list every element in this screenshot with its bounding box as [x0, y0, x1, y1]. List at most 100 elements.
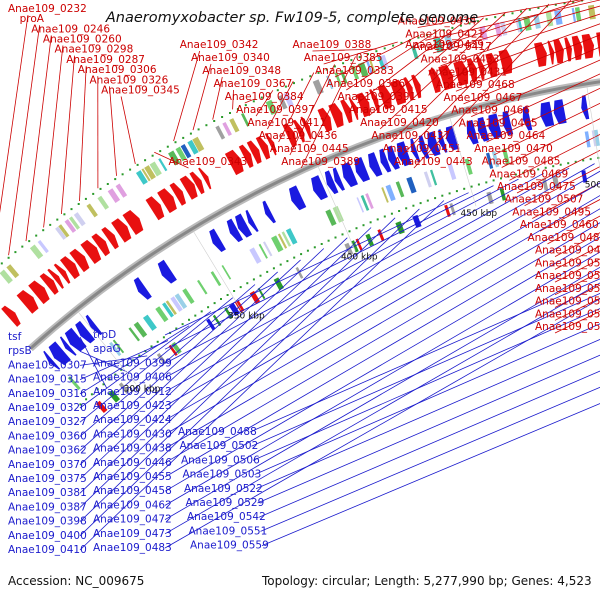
- forward-gene-label[interactable]: Anae109_0436: [259, 130, 338, 142]
- forward-gene-label[interactable]: Anae109_0495: [512, 207, 591, 219]
- forward-gene-label[interactable]: Anae109_0340: [191, 52, 270, 64]
- forward-gene-label[interactable]: Anae109_0460: [520, 219, 599, 231]
- forward-gene-label[interactable]: Anae109_0507: [505, 194, 584, 206]
- forward-gene-label[interactable]: Anae109_0389: [281, 156, 360, 168]
- reverse-gene-label[interactable]: Anae109_0320: [8, 402, 87, 414]
- forward-gene-label[interactable]: Anae109_0550: [535, 321, 600, 333]
- forward-gene-label[interactable]: Anae109_0480: [528, 232, 600, 244]
- forward-gene-label[interactable]: Anae109_0467: [444, 92, 523, 104]
- forward-gene-label[interactable]: Anae109_0433: [421, 54, 500, 66]
- forward-gene-label[interactable]: Anae109_0348: [202, 65, 281, 77]
- reverse-gene-label[interactable]: Anae109_0559: [190, 540, 269, 552]
- reverse-gene-label[interactable]: Anae109_0400: [8, 530, 87, 542]
- reverse-gene-label[interactable]: Anae109_0506: [181, 454, 260, 466]
- forward-gene-label[interactable]: Anae109_0415: [349, 104, 428, 116]
- forward-gene-label[interactable]: Anae109_0391: [338, 91, 417, 103]
- reverse-gene-label[interactable]: Anae109_0387: [8, 501, 87, 513]
- reverse-gene-label[interactable]: Anae109_0503: [183, 469, 262, 481]
- reverse-gene-label[interactable]: tsf: [8, 331, 22, 343]
- reverse-gene-label[interactable]: Anae109_0327: [8, 416, 87, 428]
- reverse-gene-label[interactable]: Anae109_0462: [93, 499, 172, 511]
- reverse-gene-label[interactable]: Anae109_0522: [184, 483, 263, 495]
- forward-gene-label[interactable]: Anae109_0397: [236, 104, 315, 116]
- reverse-gene-label[interactable]: Anae109_0473: [93, 528, 172, 540]
- forward-gene-label[interactable]: Anae109_0232: [8, 3, 87, 15]
- forward-gene-label[interactable]: Anae109_0470: [474, 143, 553, 155]
- reverse-gene-label[interactable]: Anae109_0375: [8, 473, 87, 485]
- reverse-gene-label[interactable]: Anae109_0406: [93, 372, 172, 384]
- forward-gene-label[interactable]: Anae109_0343: [169, 156, 248, 168]
- forward-gene-label[interactable]: Anae109_0367: [214, 78, 293, 90]
- forward-gene-label[interactable]: Anae109_0431: [428, 67, 507, 79]
- forward-gene-label[interactable]: Anae109_0541: [535, 308, 600, 320]
- forward-gene-label[interactable]: Anae109_0534: [535, 296, 600, 308]
- reverse-gene-label[interactable]: Anae109_0423: [93, 400, 172, 412]
- reverse-gene-label[interactable]: Anae109_0483: [93, 542, 172, 554]
- reverse-gene-label[interactable]: Anae109_0438: [93, 443, 172, 455]
- forward-gene-label[interactable]: Anae109_0246: [31, 23, 110, 35]
- forward-gene-label[interactable]: Anae109_0287: [66, 54, 145, 66]
- reverse-gene-label[interactable]: Anae109_0529: [186, 497, 265, 509]
- forward-gene-label[interactable]: Anae109_0388: [293, 39, 372, 51]
- forward-gene-label[interactable]: Anae109_0443: [394, 156, 473, 168]
- forward-gene-label[interactable]: Anae109_0451: [383, 143, 462, 155]
- reverse-gene-label[interactable]: Anae109_0398: [8, 516, 87, 528]
- forward-gene-label[interactable]: Anae109_0298: [55, 44, 134, 56]
- forward-gene-label[interactable]: Anae109_0501: [535, 270, 600, 282]
- reverse-gene-label[interactable]: Anae109_0424: [93, 414, 172, 426]
- reverse-gene-label[interactable]: Anae109_0472: [93, 514, 172, 526]
- gene-labels[interactable]: Anae109_0232proAAnae109_0246Anae109_0260…: [8, 3, 600, 556]
- forward-gene-label[interactable]: Anae109_0385: [304, 52, 383, 64]
- reverse-gene-label[interactable]: Anae109_0455: [93, 471, 172, 483]
- forward-gene-label[interactable]: Anae109_0439: [405, 39, 484, 51]
- forward-gene-label[interactable]: Anae109_0384: [225, 91, 304, 103]
- reverse-gene-label[interactable]: Anae109_0307: [8, 359, 87, 371]
- forward-gene-label[interactable]: Anae109_0342: [180, 39, 259, 51]
- forward-gene-label[interactable]: proA: [20, 13, 45, 25]
- forward-gene-label[interactable]: Anae109_0469: [489, 168, 568, 180]
- reverse-gene-label[interactable]: Anae109_0399: [93, 357, 172, 369]
- forward-gene-label[interactable]: Anae109_0485: [482, 156, 561, 168]
- forward-gene-label[interactable]: Anae109_0417: [413, 41, 492, 53]
- forward-gene-label[interactable]: Anae109_0420: [360, 117, 439, 129]
- forward-gene-label[interactable]: Anae109_0528: [535, 257, 600, 269]
- forward-gene-label[interactable]: Anae109_0386: [326, 78, 405, 90]
- reverse-gene-label[interactable]: Anae109_0316: [8, 388, 87, 400]
- forward-gene-label[interactable]: Anae109_0465: [459, 117, 538, 129]
- reverse-gene-label[interactable]: Anae109_0381: [8, 487, 87, 499]
- forward-gene-label[interactable]: Anae109_0475: [497, 181, 576, 193]
- reverse-gene-label[interactable]: Anae109_0488: [178, 426, 257, 438]
- reverse-gene-label[interactable]: Anae109_0446: [93, 457, 172, 469]
- forward-gene-label[interactable]: Anae109_0383: [315, 65, 394, 77]
- forward-gene-label[interactable]: Anae109_0260: [43, 34, 122, 46]
- forward-gene-label[interactable]: Anae109_0306: [78, 64, 157, 76]
- reverse-gene-label[interactable]: Anae109_0370: [8, 459, 87, 471]
- forward-gene-label[interactable]: Anae109_0437: [371, 130, 450, 142]
- reverse-gene-label[interactable]: Anae109_0502: [180, 440, 259, 452]
- reverse-gene-label[interactable]: apaG: [93, 343, 121, 355]
- reverse-gene-label[interactable]: Anae109_0458: [93, 485, 172, 497]
- reverse-gene-label[interactable]: Anae109_0360: [8, 430, 87, 442]
- forward-gene-label[interactable]: Anae109_0521: [535, 283, 600, 295]
- reverse-gene-arrow: [209, 228, 226, 253]
- reverse-gene-label[interactable]: Anae109_0430: [93, 428, 172, 440]
- reverse-gene-label[interactable]: Anae109_0315: [8, 374, 87, 386]
- reverse-gene-label[interactable]: rpsB: [8, 345, 32, 357]
- forward-gene-label[interactable]: Anae109_0411: [247, 117, 326, 129]
- reverse-gene-label[interactable]: Anae109_0551: [189, 525, 268, 537]
- forward-gene-label[interactable]: Anae109_0494: [535, 245, 600, 257]
- forward-gene-label[interactable]: Anae109_0466: [451, 105, 530, 117]
- reverse-gene-label[interactable]: Anae109_0410: [8, 544, 87, 556]
- forward-gene-label[interactable]: Anae109_0434: [398, 16, 477, 28]
- forward-gene-label[interactable]: Anae109_0345: [101, 85, 180, 97]
- reverse-gene-label[interactable]: Anae109_0412: [93, 386, 172, 398]
- forward-gene-label[interactable]: Anae109_0326: [90, 74, 169, 86]
- reverse-gene-label[interactable]: Anae109_0542: [187, 511, 266, 523]
- track-dot: [293, 82, 295, 85]
- forward-gene-label[interactable]: Anae109_0421: [405, 28, 484, 40]
- forward-gene-label[interactable]: Anae109_0464: [467, 130, 546, 142]
- forward-gene-label[interactable]: Anae109_0445: [270, 143, 349, 155]
- reverse-gene-label[interactable]: Anae109_0362: [8, 445, 87, 457]
- forward-gene-label[interactable]: Anae109_0468: [436, 79, 515, 91]
